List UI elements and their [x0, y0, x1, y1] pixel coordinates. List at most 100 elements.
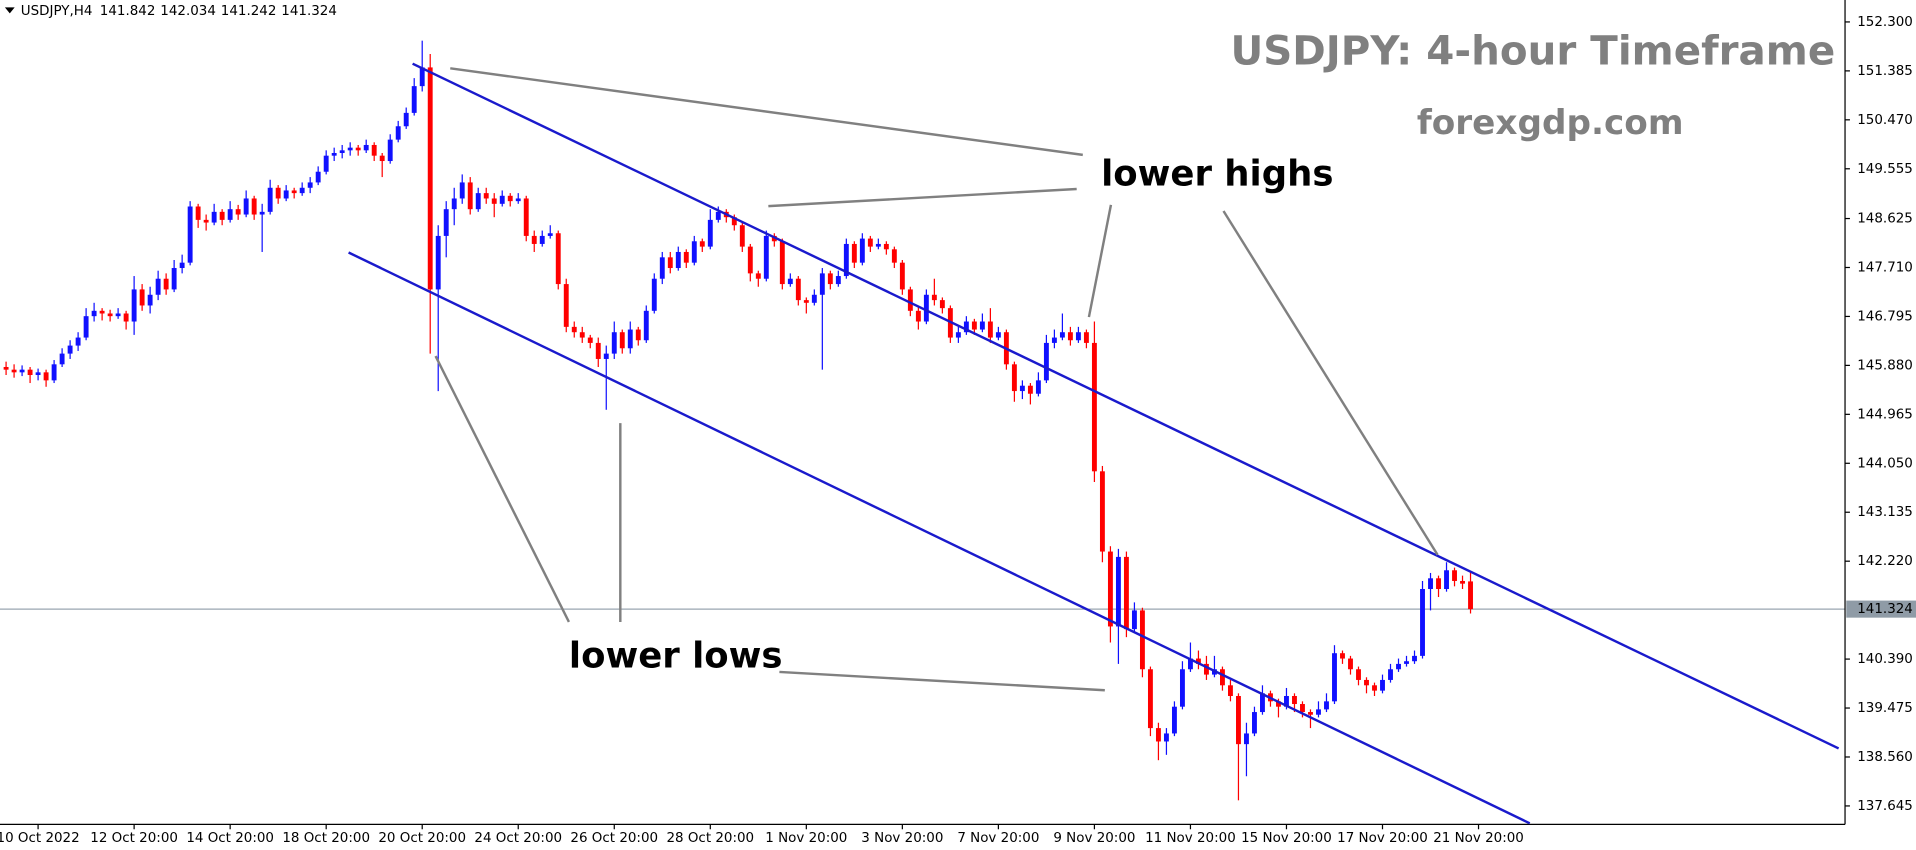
candle-body: [251, 198, 257, 215]
candle-body: [1300, 704, 1305, 713]
low-value: 141.242: [221, 4, 277, 19]
candle-body: [731, 217, 737, 226]
candle-body: [1420, 589, 1425, 656]
candle-body: [835, 276, 841, 285]
y-tick-label: 147.710: [1857, 260, 1913, 275]
candle-body: [99, 310, 105, 314]
candle-body: [1292, 695, 1297, 705]
candle-body: [379, 155, 385, 162]
candle-body: [35, 372, 41, 376]
candle-body: [659, 257, 665, 279]
y-tick-label: 144.050: [1857, 456, 1913, 471]
candle-body: [563, 284, 569, 327]
chart-header: USDJPY,H4 141.842 142.034 141.242 141.324: [21, 4, 337, 19]
candle-body: [747, 246, 753, 274]
candle-body: [1372, 685, 1377, 691]
x-tick-label: 15 Nov 20:00: [1241, 831, 1332, 846]
candle-body: [1139, 610, 1145, 670]
trendlines: [348, 62, 1840, 825]
candle-body: [211, 211, 217, 223]
open-value: 141.842: [100, 4, 156, 19]
candle-body: [307, 182, 313, 188]
candle-body: [435, 235, 441, 290]
candle-body: [1131, 610, 1137, 630]
candle-body: [147, 294, 153, 306]
x-tick-label: 26 Oct 20:00: [570, 831, 658, 846]
candle-body: [683, 251, 689, 263]
candle-body: [1428, 578, 1433, 590]
candle-body: [91, 310, 97, 317]
candle-body: [243, 198, 249, 215]
x-tick-label: 20 Oct 20:00: [378, 831, 466, 846]
candle-body: [451, 198, 457, 210]
x-tick-label: 11 Nov 20:00: [1145, 831, 1236, 846]
candle-body: [291, 190, 297, 194]
x-tick-label: 21 Nov 20:00: [1433, 831, 1524, 846]
candle-body: [1115, 556, 1121, 627]
candle-body: [347, 147, 353, 151]
candle-body: [339, 150, 345, 154]
candle-body: [979, 321, 985, 330]
candle-body: [1332, 653, 1337, 702]
candle-body: [467, 182, 473, 210]
candle-body: [875, 243, 881, 247]
candle-body: [883, 243, 889, 250]
candle-body: [851, 243, 857, 263]
x-tick-label: 10 Oct 2022: [0, 831, 80, 846]
candle-body: [1075, 332, 1081, 341]
candle-body: [1236, 695, 1241, 745]
y-tick-label: 146.795: [1857, 309, 1913, 324]
candle-body: [259, 211, 265, 215]
candle-body: [115, 313, 121, 317]
annotation: lower highs: [1101, 154, 1333, 195]
close-value: 141.324: [281, 4, 337, 19]
axis-layer: 152.300 151.385 150.470 149.555 148.625 147.7…: [0, 15, 1913, 846]
candle-body: [715, 211, 721, 220]
candle-body: [1436, 578, 1441, 590]
candle-body: [995, 332, 1001, 338]
candle-body: [43, 372, 49, 381]
candle-body: [1195, 658, 1201, 664]
candle-body: [1252, 712, 1257, 734]
candle-body: [443, 209, 449, 236]
candle-body: [363, 144, 369, 151]
candle-body: [139, 289, 145, 306]
y-tick-label: 143.135: [1857, 505, 1913, 520]
candle-body: [1324, 701, 1329, 710]
candle-body: [203, 219, 209, 223]
candle-body: [1051, 337, 1057, 343]
candle-body: [611, 332, 617, 354]
y-tick-label: 137.645: [1857, 799, 1913, 814]
candle-body: [859, 238, 865, 263]
candle-body: [1460, 580, 1465, 584]
candle-body: [1244, 733, 1249, 745]
candle-body: [691, 241, 697, 263]
candle-body: [539, 235, 545, 244]
candle-body: [411, 86, 417, 113]
candle-body: [1067, 332, 1073, 341]
annotation-arrows: [434, 67, 1439, 692]
candle-body: [1452, 570, 1457, 581]
candle-body: [1099, 471, 1105, 552]
candle-body: [27, 369, 33, 376]
candle-body: [795, 278, 801, 301]
candle-body: [331, 153, 337, 156]
candle-body: [195, 206, 201, 220]
arrow-line: [779, 670, 1105, 692]
arrow-line: [1222, 210, 1439, 556]
x-tick-label: 9 Nov 20:00: [1053, 831, 1135, 846]
candle-body: [459, 182, 465, 199]
candle-body: [571, 326, 577, 333]
candle-body: [1380, 679, 1385, 691]
y-tick-label: 149.555: [1857, 162, 1913, 177]
candle-body: [1083, 332, 1089, 343]
candle-body: [931, 294, 937, 301]
x-tick-label: 1 Nov 20:00: [765, 831, 847, 846]
candle-body: [51, 364, 57, 381]
candle-body: [1171, 706, 1177, 734]
candle-body: [1187, 658, 1193, 670]
arrow-line: [768, 187, 1077, 208]
trendline: [348, 251, 1531, 825]
candle-body: [491, 198, 497, 204]
